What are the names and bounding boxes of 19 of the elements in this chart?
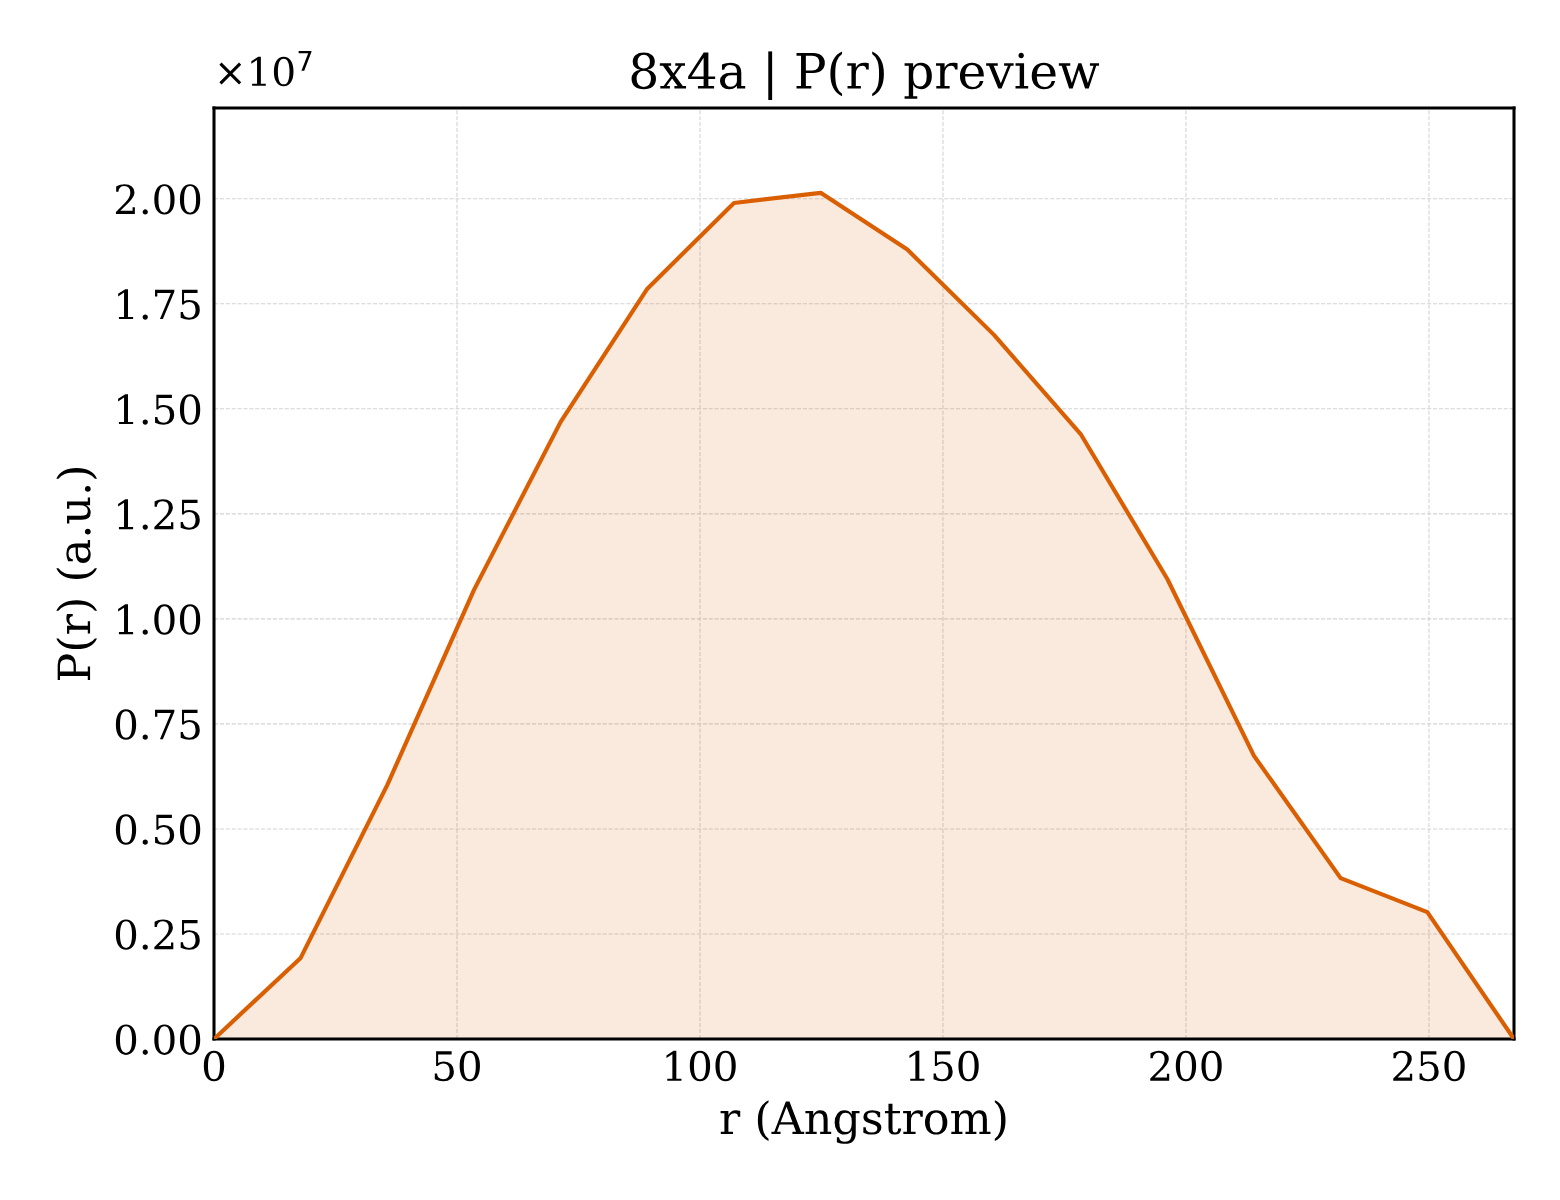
y-tick-label: 1.75 [118, 289, 200, 320]
y-tick-label: 1.25 [118, 499, 200, 530]
y-tick-label: 1.00 [118, 604, 201, 635]
x-tick-label: 150 [909, 1050, 979, 1082]
y-tick-label: 1.50 [118, 394, 201, 425]
y-tick-label: 2.00 [115, 184, 201, 215]
x-tick-label: 50 [434, 1050, 480, 1082]
text: ×10$^{7}$ [219, 50, 312, 87]
x-tick-label: 0 [203, 1050, 225, 1082]
y-tick-label: 0.00 [115, 1024, 201, 1055]
y-tick-label: 0.50 [115, 814, 201, 845]
x-tick-label: 200 [1150, 1050, 1222, 1082]
y-axis-title: P(r) (a.u.) [56, 468, 97, 681]
y-tick-label: 0.75 [115, 709, 200, 740]
x-tick-label: 100 [666, 1050, 736, 1082]
x-tick-label: 250 [1393, 1050, 1465, 1082]
y-tick-label: 0.25 [115, 919, 200, 950]
chart-title: 8x4a | P(r) preview [631, 51, 1100, 101]
x-axis-title: r (Angstrom) [720, 1100, 1006, 1144]
